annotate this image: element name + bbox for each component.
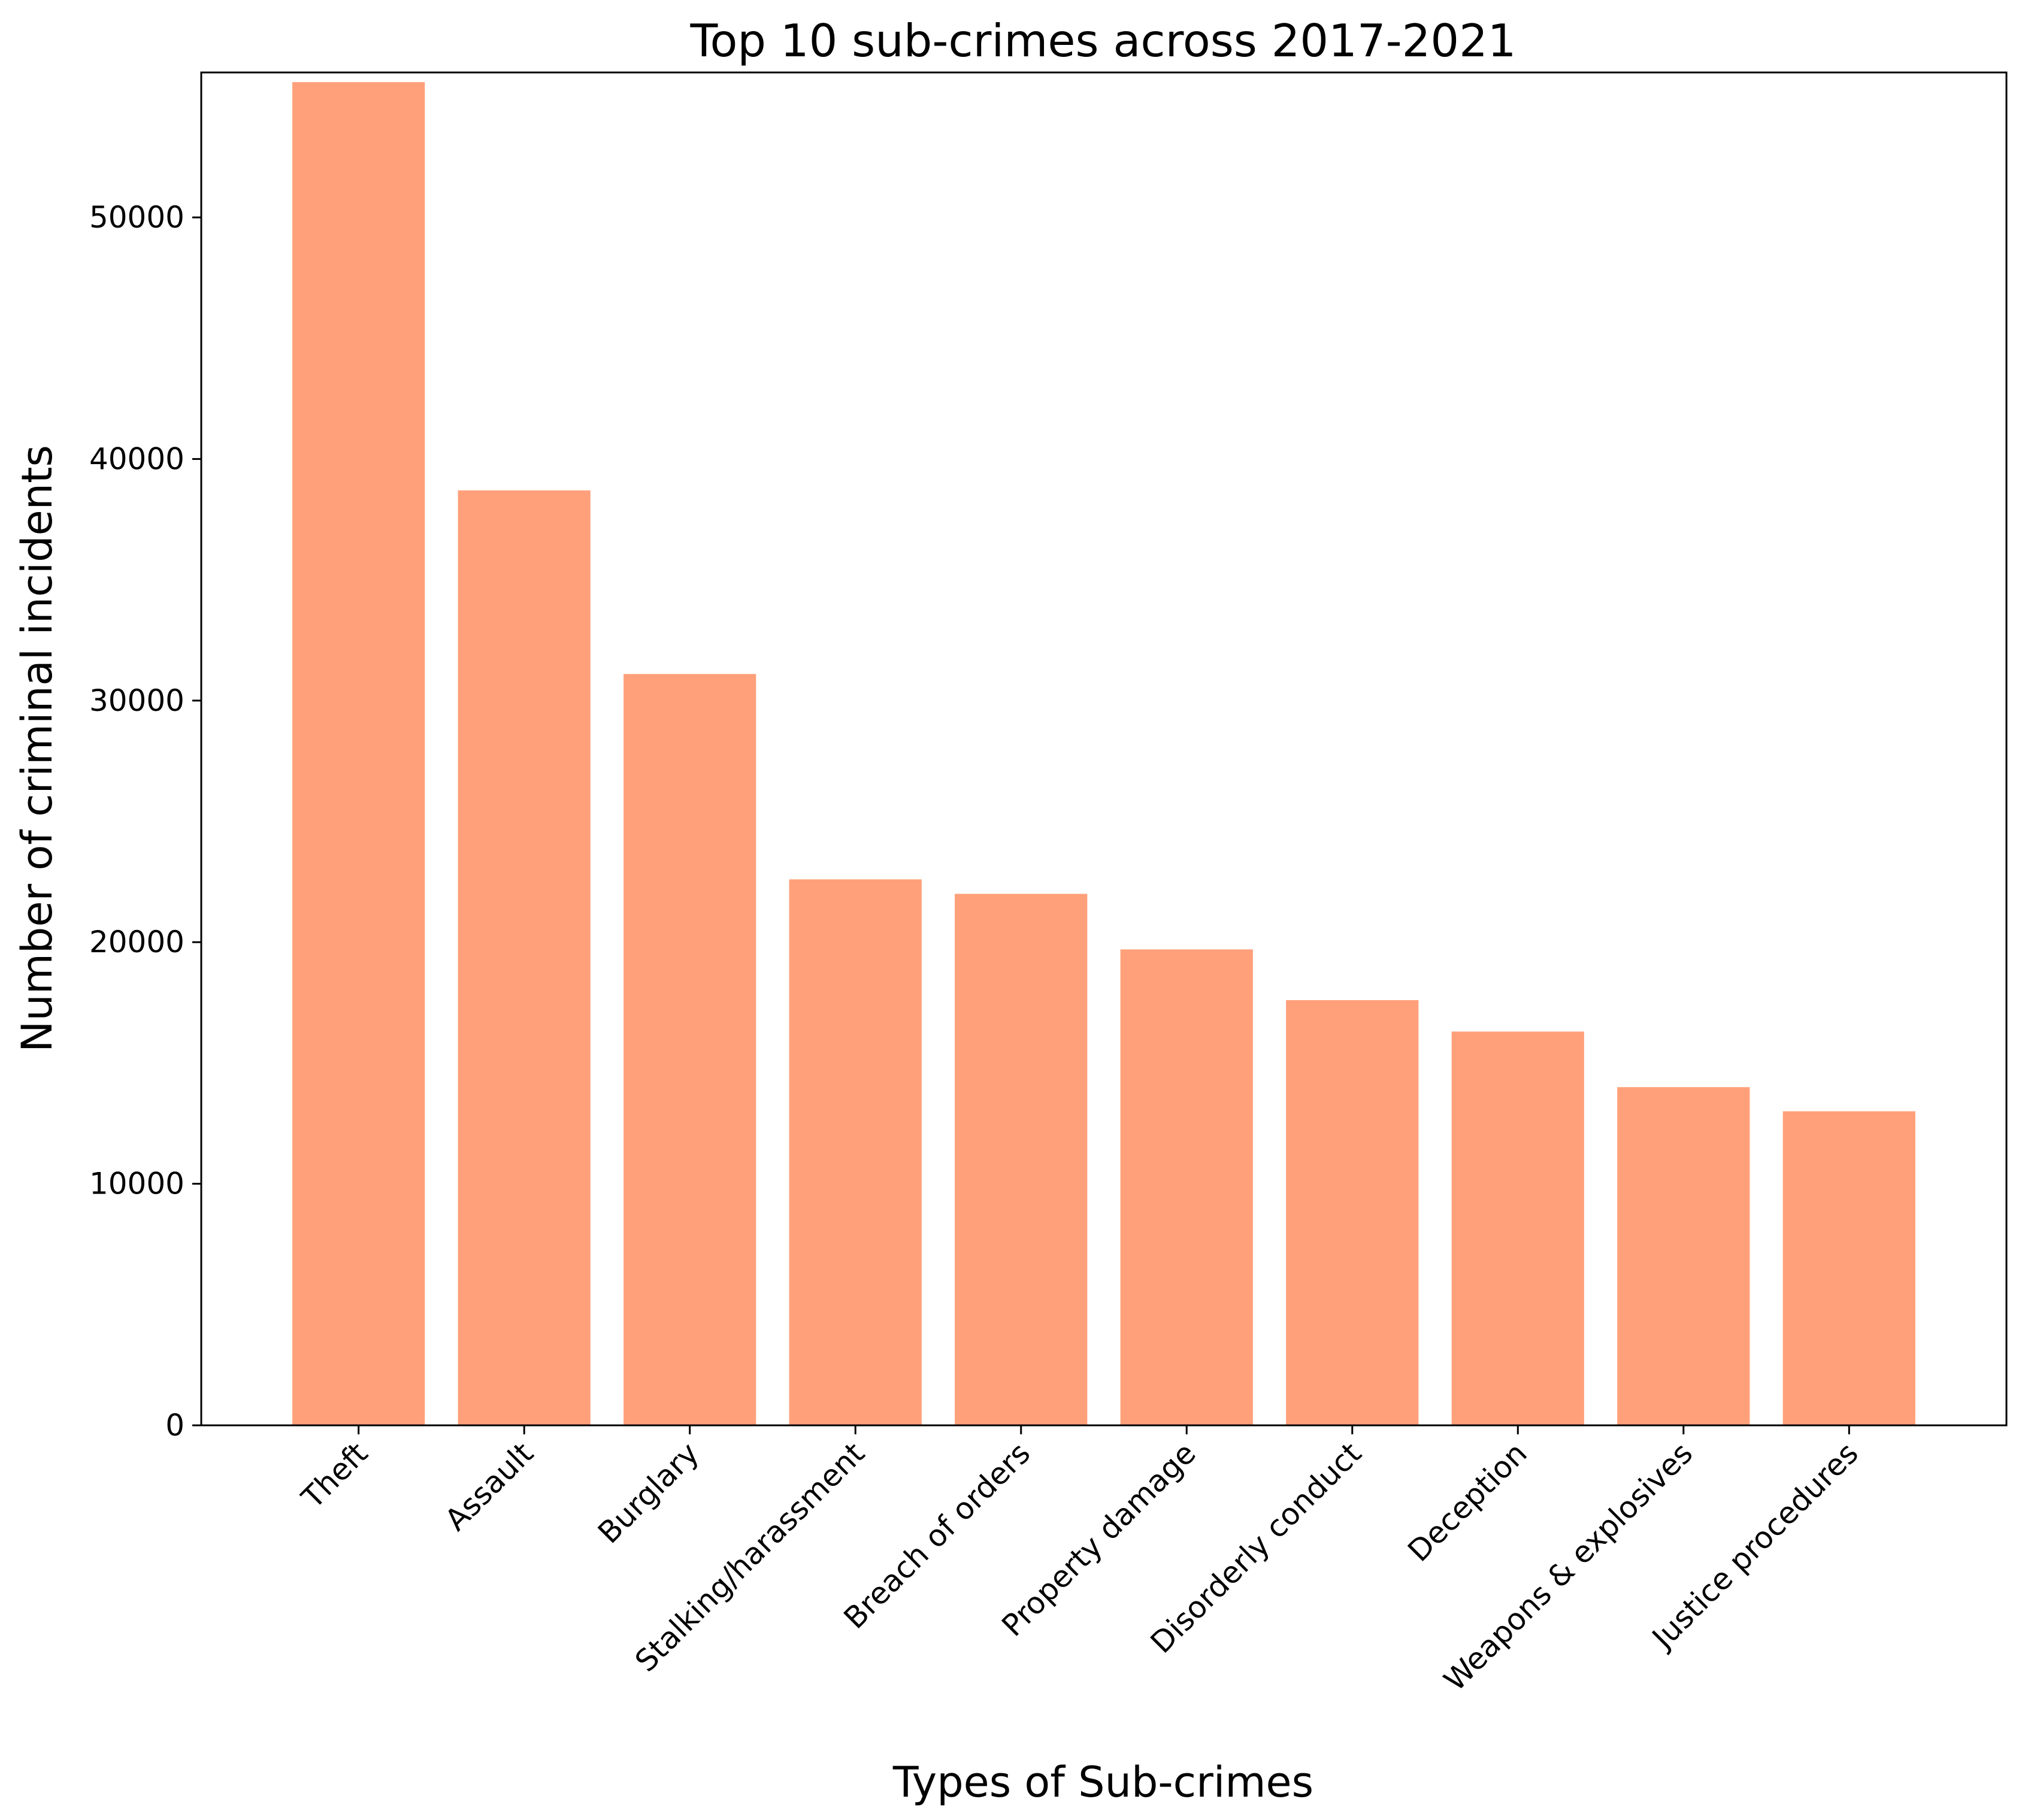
bar-9 bbox=[1782, 1111, 1915, 1425]
y-tick-label-3: 30000 bbox=[89, 683, 184, 718]
bars-layer bbox=[292, 82, 1915, 1425]
y-tick-label-4: 40000 bbox=[89, 441, 184, 476]
bar-0 bbox=[292, 82, 425, 1425]
plot-frame bbox=[200, 71, 2008, 1427]
bar-5 bbox=[1120, 949, 1253, 1425]
bar-3 bbox=[789, 879, 922, 1425]
bar-8 bbox=[1617, 1087, 1750, 1425]
y-tick-label-2: 20000 bbox=[89, 925, 184, 959]
bar-1 bbox=[458, 490, 591, 1425]
chart-title: Top 10 sub-crimes across 2017-2021 bbox=[689, 14, 1516, 67]
bar-7 bbox=[1451, 1031, 1584, 1425]
bar-6 bbox=[1286, 1000, 1419, 1425]
y-tick-label-1: 10000 bbox=[89, 1167, 184, 1201]
y-tick-label-0: 0 bbox=[165, 1408, 184, 1443]
y-tick-label-5: 50000 bbox=[89, 200, 184, 235]
x-axis-label: Types of Sub-crimes bbox=[892, 1758, 1313, 1807]
bar-4 bbox=[955, 894, 1088, 1425]
bar-2 bbox=[623, 674, 756, 1425]
y-axis-label: Number of criminal incidents bbox=[13, 445, 62, 1052]
